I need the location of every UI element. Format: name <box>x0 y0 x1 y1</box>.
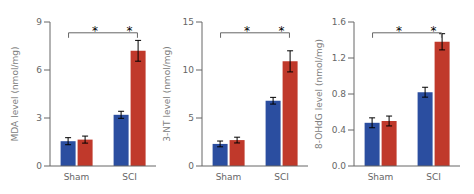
svg-text:Sham: Sham <box>64 172 90 182</box>
svg-text:0.8: 0.8 <box>332 89 347 99</box>
svg-text:SCI: SCI <box>426 172 441 182</box>
svg-text:*: * <box>127 24 133 38</box>
svg-text:Sham: Sham <box>368 172 394 182</box>
svg-text:*: * <box>244 24 250 38</box>
svg-text:SCI: SCI <box>274 172 289 182</box>
svg-text:0.4: 0.4 <box>332 125 347 135</box>
svg-text:5: 5 <box>188 113 194 123</box>
svg-text:3: 3 <box>36 113 42 123</box>
svg-text:10: 10 <box>183 65 195 75</box>
svg-text:MDA level (nmol/mg): MDA level (nmol/mg) <box>10 47 20 142</box>
svg-text:6: 6 <box>36 65 42 75</box>
svg-text:0: 0 <box>188 161 194 171</box>
svg-text:*: * <box>431 24 437 38</box>
svg-text:*: * <box>279 24 285 38</box>
svg-text:3-NT level (nmol/mg): 3-NT level (nmol/mg) <box>162 46 172 141</box>
svg-text:15: 15 <box>183 17 194 27</box>
svg-text:0: 0 <box>36 161 42 171</box>
svg-text:1.6: 1.6 <box>332 17 347 27</box>
svg-text:*: * <box>396 24 402 38</box>
svg-text:Sham: Sham <box>216 172 242 182</box>
svg-text:1.2: 1.2 <box>332 53 346 63</box>
svg-text:*: * <box>92 24 98 38</box>
svg-text:0.0: 0.0 <box>332 161 347 171</box>
svg-text:8-OHdG level (nmol/mg): 8-OHdG level (nmol/mg) <box>314 39 324 149</box>
svg-text:SCI: SCI <box>122 172 137 182</box>
svg-text:9: 9 <box>36 17 42 27</box>
